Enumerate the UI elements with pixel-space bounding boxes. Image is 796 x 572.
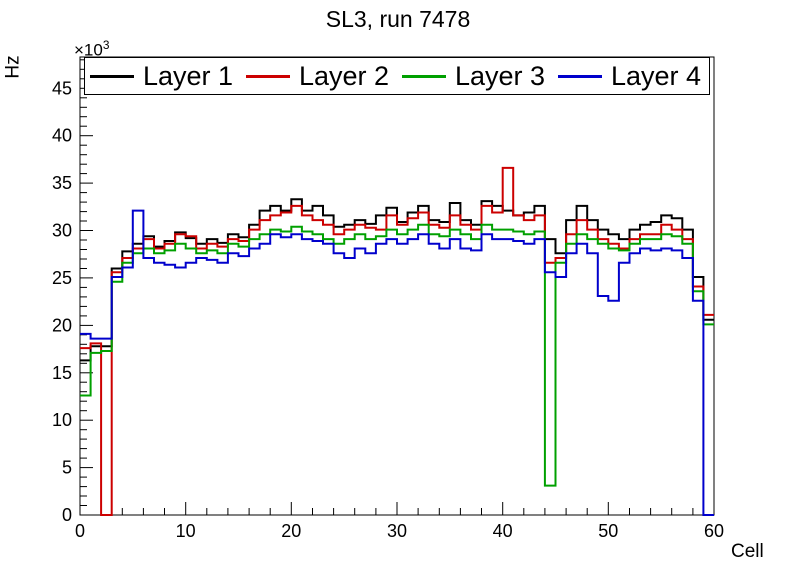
legend-entry-layer-3: Layer 3 <box>397 61 553 92</box>
y-tick-label: 20 <box>52 315 72 335</box>
x-tick-label: 20 <box>281 521 301 541</box>
legend-line-sample <box>246 74 290 78</box>
y-tick-label: 15 <box>52 363 72 383</box>
x-tick-label: 10 <box>176 521 196 541</box>
legend-line-sample <box>90 74 134 78</box>
y-tick-label: 10 <box>52 410 72 430</box>
series-layer-2 <box>80 166 714 516</box>
y-tick-label: 25 <box>52 268 72 288</box>
legend-entry-label: Layer 2 <box>299 60 390 91</box>
legend-entry-label: Layer 3 <box>455 60 546 91</box>
x-tick-label: 50 <box>598 521 618 541</box>
y-axis-label: Hz <box>2 55 24 79</box>
legend-entry-layer-4: Layer 4 <box>553 61 709 92</box>
y-tick-label: 35 <box>52 173 72 193</box>
legend-line-sample <box>558 74 602 78</box>
exponent-base: ×10 <box>74 40 103 60</box>
legend-entry-layer-2: Layer 2 <box>241 61 397 92</box>
legend-entry-label: Layer 4 <box>611 60 702 91</box>
y-tick-label: 0 <box>62 505 72 525</box>
legend-entry-layer-1: Layer 1 <box>85 61 241 92</box>
series-layer-4 <box>80 209 714 516</box>
legend-entry-label: Layer 1 <box>143 60 234 91</box>
chart-title: SL3, run 7478 <box>325 6 471 32</box>
legend: Layer 1 Layer 2 Layer 3 Layer 4 <box>84 57 710 95</box>
x-axis-label: Cell <box>731 541 764 562</box>
x-tick-label: 30 <box>387 521 407 541</box>
x-tick-label: 40 <box>493 521 513 541</box>
series-layer-3 <box>80 223 714 487</box>
exponent-power: 3 <box>102 38 110 52</box>
y-tick-label: 30 <box>52 221 72 241</box>
x-tick-label: 0 <box>75 521 85 541</box>
x-tick-label: 60 <box>704 521 724 541</box>
y-tick-label: 5 <box>62 458 72 478</box>
y-axis-exponent: ×103 <box>74 38 109 61</box>
y-tick-label: 40 <box>52 126 72 146</box>
legend-line-sample <box>402 74 446 78</box>
y-tick-label: 45 <box>52 78 72 98</box>
